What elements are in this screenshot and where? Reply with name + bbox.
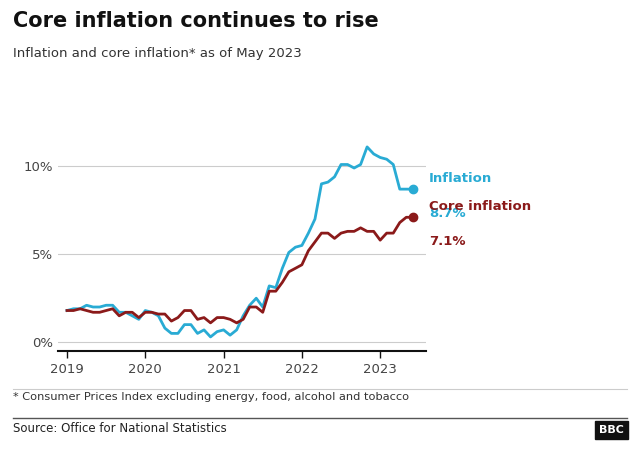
Text: Core inflation: Core inflation [429, 200, 531, 213]
Text: Core inflation continues to rise: Core inflation continues to rise [13, 11, 378, 31]
Text: Inflation: Inflation [429, 171, 492, 184]
Text: 7.1%: 7.1% [429, 235, 465, 248]
Text: * Consumer Prices Index excluding energy, food, alcohol and tobacco: * Consumer Prices Index excluding energy… [13, 392, 409, 402]
Text: 8.7%: 8.7% [429, 207, 465, 220]
Text: BBC: BBC [599, 425, 624, 435]
Text: Source: Office for National Statistics: Source: Office for National Statistics [13, 422, 227, 435]
Text: Inflation and core inflation* as of May 2023: Inflation and core inflation* as of May … [13, 47, 301, 60]
